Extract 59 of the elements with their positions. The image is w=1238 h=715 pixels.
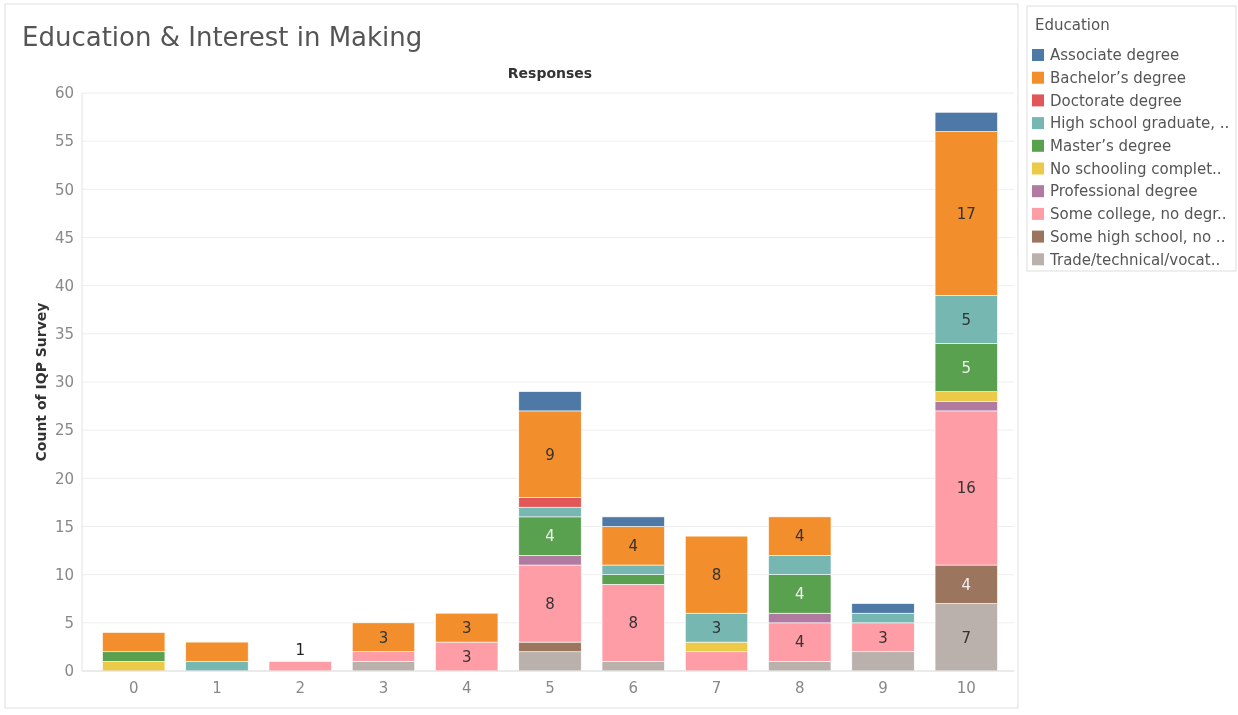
legend-label: No schooling complet.. [1050, 159, 1222, 178]
data-label: 3 [711, 618, 722, 637]
legend-title: Education [1035, 16, 1110, 34]
data-label: 3 [878, 628, 888, 647]
y-tick-label: 15 [54, 517, 74, 536]
data-label: 16 [956, 479, 976, 498]
legend-label: Some college, no degr.. [1050, 205, 1227, 224]
data-label: 5 [961, 358, 972, 377]
x-tick-label: 9 [878, 679, 888, 697]
data-label: 5 [961, 310, 972, 329]
y-tick-label: 20 [54, 469, 74, 488]
legend-label: Doctorate degree [1050, 91, 1182, 110]
data-label: 3 [378, 628, 389, 647]
data-label: 17 [956, 204, 976, 223]
data-label: 7 [961, 628, 972, 647]
y-tick-label: 10 [54, 565, 74, 584]
y-tick-label: 30 [54, 373, 74, 392]
y-tick-label: 55 [54, 132, 74, 151]
data-label: 8 [628, 614, 639, 633]
data-label: 4 [795, 585, 805, 604]
data-label: 1 [295, 641, 305, 660]
x-tick-label: 7 [711, 679, 722, 697]
x-tick-label: 10 [956, 679, 976, 697]
y-tick-label: 45 [54, 228, 74, 247]
data-label: 4 [545, 527, 555, 546]
data-label: 4 [795, 633, 805, 652]
x-tick-label: 5 [545, 679, 555, 697]
x-tick-label: 4 [461, 679, 472, 697]
x-axis-title: Responses [507, 65, 593, 81]
x-tick-label: 1 [212, 679, 222, 697]
data-label: 4 [961, 575, 972, 594]
x-tick-label: 8 [795, 679, 805, 697]
x-tick-label: 3 [378, 679, 389, 697]
y-tick-label: 25 [54, 421, 74, 440]
x-tick-label: 0 [128, 679, 139, 697]
data-label: 3 [461, 618, 472, 637]
legend-label: Bachelor’s degree [1050, 68, 1186, 87]
y-axis-title: Count of IQP Survey [33, 302, 49, 462]
legend-label: Associate degree [1050, 46, 1180, 65]
y-tick-label: 60 [54, 84, 74, 103]
chart-title: Education & Interest in Making [22, 22, 423, 52]
data-label: 4 [795, 527, 805, 546]
y-tick-label: 5 [64, 614, 74, 633]
y-tick-label: 40 [54, 276, 74, 295]
y-tick-label: 35 [54, 325, 74, 344]
legend-label: High school graduate, .. [1050, 114, 1230, 133]
data-label: 8 [545, 594, 555, 613]
legend-label: Some high school, no .. [1050, 227, 1226, 246]
y-tick-label: 0 [64, 662, 74, 681]
data-label: 8 [711, 565, 722, 584]
data-label: 3 [461, 647, 472, 666]
x-tick-label: 6 [628, 679, 639, 697]
legend-label: Master’s degree [1050, 137, 1172, 156]
legend-label: Professional degree [1050, 182, 1198, 201]
data-label: 4 [628, 537, 639, 556]
data-label: 9 [545, 445, 555, 464]
y-tick-label: 50 [54, 180, 74, 199]
x-tick-label: 2 [295, 679, 305, 697]
legend-label: Trade/technical/vocat.. [1049, 250, 1221, 269]
